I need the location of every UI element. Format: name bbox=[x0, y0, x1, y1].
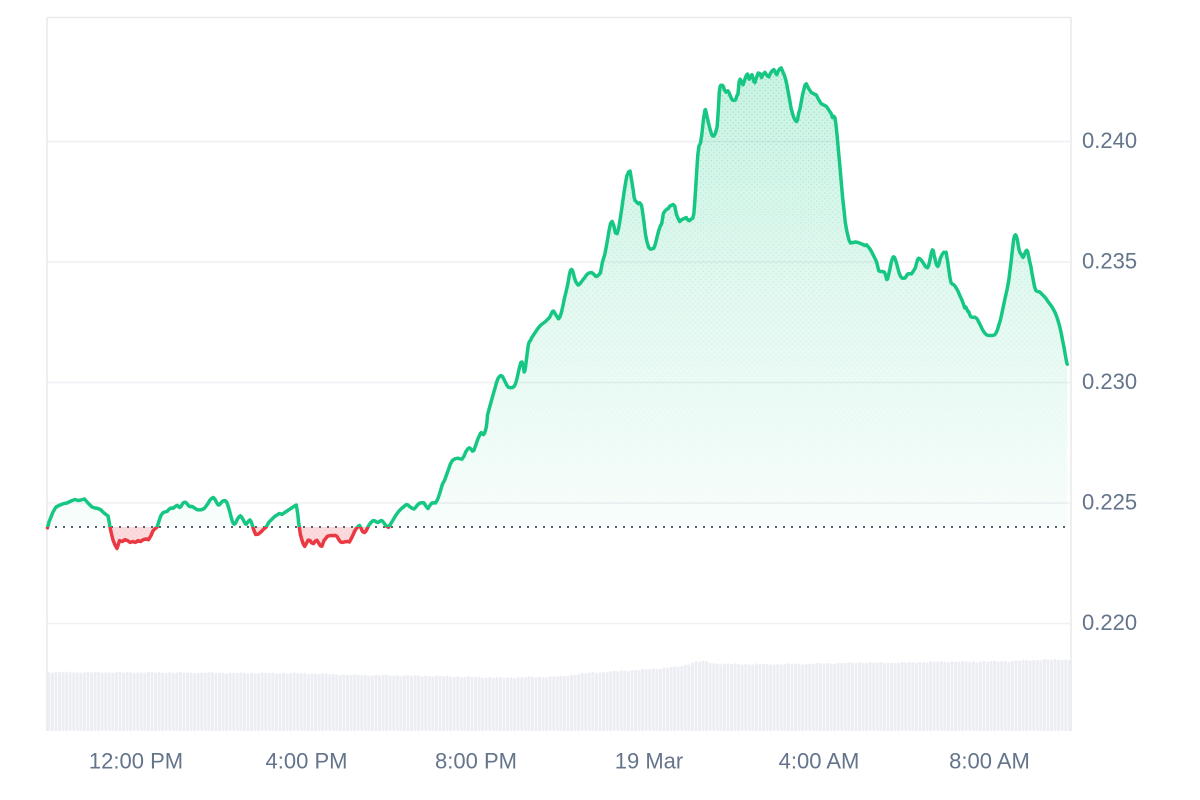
svg-text:12:00 PM: 12:00 PM bbox=[89, 749, 183, 774]
svg-text:0.230: 0.230 bbox=[1082, 369, 1137, 394]
svg-text:0.225: 0.225 bbox=[1082, 490, 1137, 515]
svg-text:8:00 AM: 8:00 AM bbox=[949, 749, 1030, 774]
svg-text:0.240: 0.240 bbox=[1082, 128, 1137, 153]
svg-text:0.220: 0.220 bbox=[1082, 610, 1137, 635]
svg-text:4:00 AM: 4:00 AM bbox=[779, 749, 860, 774]
svg-text:0.235: 0.235 bbox=[1082, 249, 1137, 274]
svg-text:4:00 PM: 4:00 PM bbox=[266, 749, 348, 774]
svg-text:19 Mar: 19 Mar bbox=[615, 749, 683, 774]
svg-text:8:00 PM: 8:00 PM bbox=[435, 749, 517, 774]
